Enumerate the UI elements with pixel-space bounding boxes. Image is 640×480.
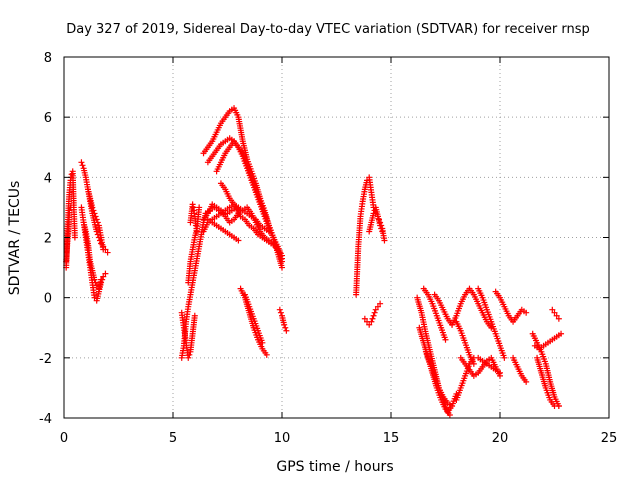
data-point bbox=[93, 282, 100, 289]
data-point bbox=[235, 237, 242, 244]
data-point bbox=[91, 294, 98, 301]
chart-title: Day 327 of 2019, Sidereal Day-to-day VTE… bbox=[66, 22, 590, 37]
x-tick-label: 5 bbox=[169, 431, 177, 446]
data-point bbox=[281, 321, 288, 328]
data-point bbox=[558, 330, 565, 337]
data-point bbox=[372, 306, 379, 313]
data-point bbox=[263, 351, 270, 358]
data-point bbox=[370, 210, 377, 217]
data-point-fill bbox=[186, 351, 193, 358]
data-point bbox=[279, 264, 285, 271]
data-point bbox=[449, 402, 456, 409]
data-point bbox=[100, 246, 107, 253]
data-point bbox=[104, 249, 111, 256]
data-point-fill bbox=[371, 309, 378, 316]
data-point bbox=[193, 228, 200, 235]
data-point bbox=[91, 210, 98, 217]
data-point bbox=[501, 354, 508, 361]
data-point bbox=[235, 207, 242, 214]
x-axis-label: GPS time / hours bbox=[276, 459, 393, 475]
grid-lines bbox=[64, 57, 609, 418]
y-tick-label: 6 bbox=[44, 111, 52, 126]
data-point-fill bbox=[378, 225, 385, 232]
data-point bbox=[381, 237, 388, 244]
data-point-fill bbox=[94, 219, 101, 226]
y-tick-label: 4 bbox=[44, 171, 52, 186]
data-point bbox=[523, 378, 530, 385]
y-tick-label: 8 bbox=[44, 51, 52, 66]
data-point-fill bbox=[92, 213, 99, 220]
axis-ticks: 0 5 10 15 20 25 -4 -2 0 2 4 6 8 bbox=[39, 51, 617, 446]
data-point bbox=[370, 312, 377, 319]
data-points bbox=[63, 105, 565, 418]
data-point bbox=[93, 216, 100, 223]
data-point bbox=[279, 258, 285, 265]
y-axis-label: SDTVAR / TECUs bbox=[7, 181, 23, 296]
data-point bbox=[78, 159, 85, 166]
data-point bbox=[102, 270, 109, 277]
data-point bbox=[100, 273, 107, 280]
data-point bbox=[551, 309, 558, 316]
x-tick-label: 15 bbox=[383, 431, 400, 446]
data-point bbox=[196, 204, 203, 211]
data-point bbox=[446, 411, 453, 418]
data-point-fill bbox=[90, 207, 97, 214]
data-point bbox=[259, 339, 266, 346]
x-tick-label: 25 bbox=[601, 431, 618, 446]
data-point bbox=[66, 207, 73, 214]
x-tick-label: 20 bbox=[492, 431, 509, 446]
data-point bbox=[549, 306, 556, 313]
data-point bbox=[185, 354, 192, 361]
data-point bbox=[555, 315, 562, 322]
data-point-fill bbox=[282, 324, 289, 331]
data-point bbox=[71, 234, 78, 241]
y-tick-label: -2 bbox=[39, 352, 52, 367]
data-point bbox=[191, 312, 198, 319]
data-point bbox=[67, 204, 74, 211]
data-point-fill bbox=[277, 309, 284, 316]
data-point bbox=[497, 372, 503, 379]
y-tick-label: -4 bbox=[39, 412, 52, 427]
data-point-fill bbox=[369, 315, 376, 322]
data-point bbox=[366, 321, 373, 328]
data-point bbox=[377, 300, 384, 307]
data-point bbox=[368, 318, 375, 325]
data-point bbox=[523, 309, 530, 316]
data-point bbox=[91, 276, 98, 283]
data-point bbox=[89, 204, 96, 211]
x-tick-label: 10 bbox=[274, 431, 291, 446]
y-tick-label: 0 bbox=[44, 292, 52, 307]
data-point bbox=[93, 228, 100, 235]
data-point bbox=[379, 228, 386, 235]
data-point bbox=[442, 336, 449, 343]
x-tick-label: 0 bbox=[60, 431, 68, 446]
data-point bbox=[555, 402, 562, 409]
data-point-fill bbox=[92, 279, 99, 286]
data-point bbox=[283, 327, 290, 334]
data-point bbox=[377, 222, 384, 229]
data-point-fill bbox=[79, 162, 86, 169]
data-point bbox=[276, 306, 283, 313]
data-point bbox=[98, 276, 105, 283]
data-point bbox=[553, 312, 560, 319]
data-point bbox=[374, 303, 381, 310]
y-tick-label: 2 bbox=[44, 232, 52, 247]
data-point bbox=[361, 315, 368, 322]
